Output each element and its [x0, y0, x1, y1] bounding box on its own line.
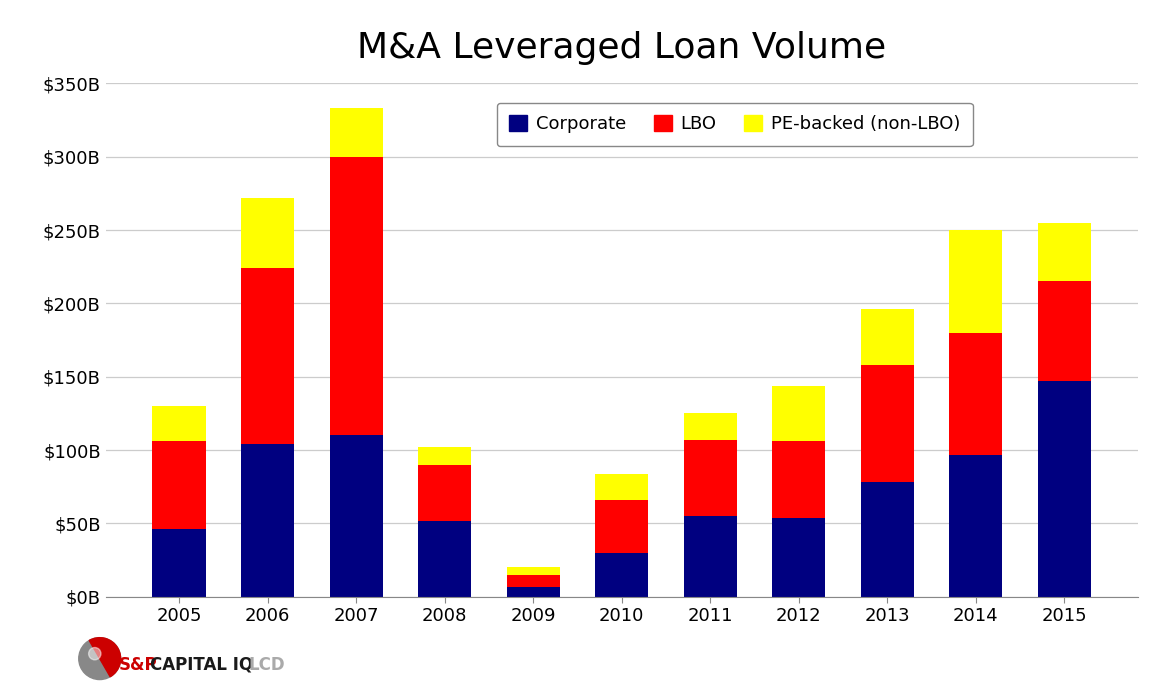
Bar [1038, 281, 1091, 381]
Bar [240, 444, 294, 597]
Bar [1038, 381, 1091, 597]
Bar [861, 482, 914, 597]
Bar [1038, 223, 1091, 281]
Bar [772, 518, 826, 597]
Bar [240, 268, 294, 444]
Legend: Corporate, LBO, PE-backed (non-LBO): Corporate, LBO, PE-backed (non-LBO) [496, 103, 972, 146]
Bar [152, 530, 205, 597]
Bar [595, 500, 649, 553]
Circle shape [79, 638, 121, 679]
Bar [949, 230, 1003, 332]
Bar [861, 365, 914, 482]
Bar [595, 473, 649, 500]
Bar [684, 414, 737, 440]
Bar [772, 386, 826, 441]
Circle shape [89, 648, 101, 660]
Bar [595, 553, 649, 597]
Bar [507, 568, 560, 575]
Bar [772, 441, 826, 518]
Bar [684, 440, 737, 516]
Bar [861, 310, 914, 365]
Bar [949, 455, 1003, 597]
Bar [418, 465, 472, 520]
Bar [240, 198, 294, 268]
Bar [418, 447, 472, 465]
Text: LCD: LCD [249, 656, 285, 674]
Bar [949, 332, 1003, 455]
Bar [684, 516, 737, 597]
Bar [330, 435, 382, 597]
Title: M&A Leveraged Loan Volume: M&A Leveraged Loan Volume [357, 31, 887, 65]
Bar [330, 157, 382, 435]
Bar [152, 441, 205, 530]
Bar [152, 406, 205, 441]
Text: CAPITAL IQ: CAPITAL IQ [150, 656, 253, 674]
Bar [507, 586, 560, 597]
Wedge shape [89, 638, 121, 677]
Bar [507, 575, 560, 586]
Bar [418, 520, 472, 597]
Text: S&P: S&P [118, 656, 157, 674]
Bar [330, 108, 382, 157]
